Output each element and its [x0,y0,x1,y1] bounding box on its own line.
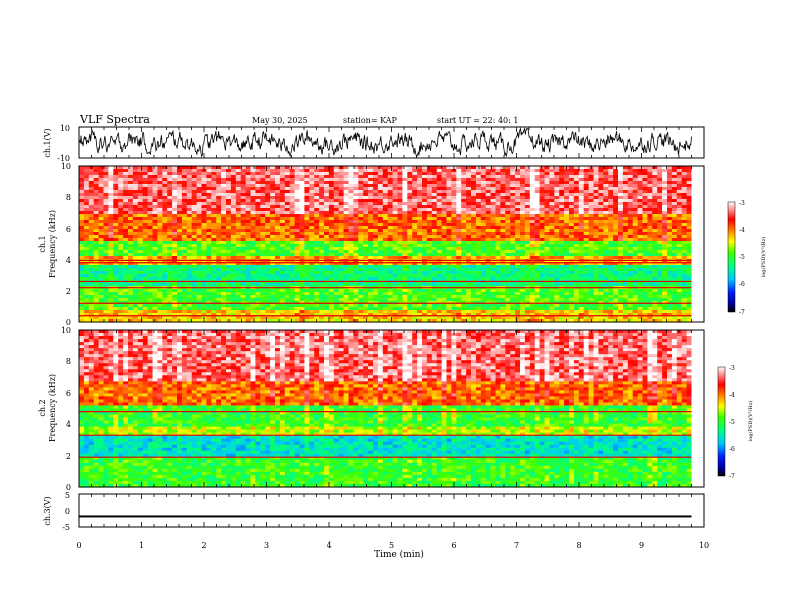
ch1-waveform-ylabel: ch.1(V) [43,128,52,157]
ch1-waveform-panel: 10 -10 ch.1(V) [43,124,704,163]
start-time-label: start UT = 22: 40: 1 [437,116,518,125]
date-label: May 30, 2025 [252,116,308,125]
ch1-spectrogram-panel: 0 2 4 6 8 10 ch.1 Frequency (kHz) [38,162,704,327]
station-label: station= KAP [343,116,398,125]
ch1-ytick-top: 10 [60,124,70,133]
ch1-spectrogram-cells [79,166,704,323]
vlf-figure: VLF Spectra May 30, 2025 station= KAP st… [0,0,792,612]
figure-title: VLF Spectra [79,113,150,126]
